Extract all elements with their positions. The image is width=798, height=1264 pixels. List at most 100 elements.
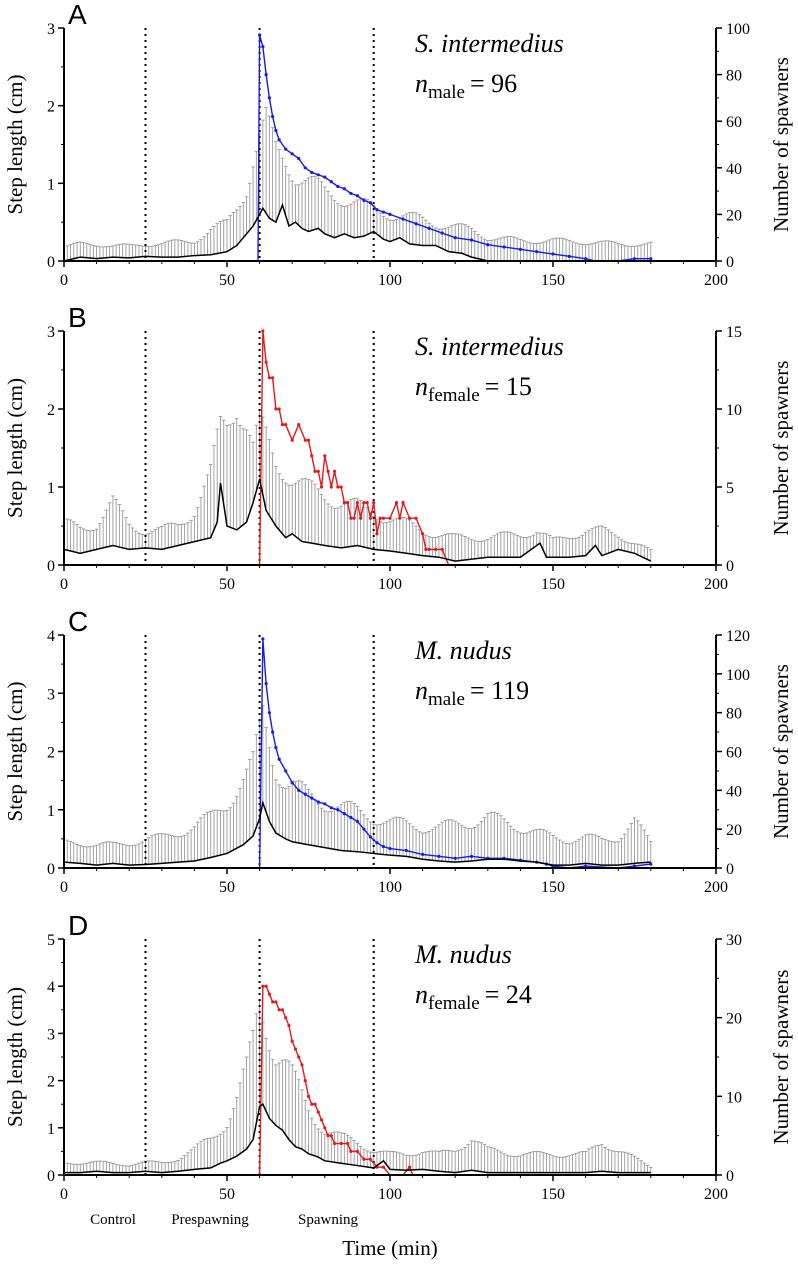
spawners-point bbox=[293, 1047, 298, 1051]
y-tick-label: 0 bbox=[47, 861, 55, 878]
n-symbol: n bbox=[415, 676, 428, 705]
n-subscript: female bbox=[428, 385, 480, 406]
x-tick-label: 150 bbox=[541, 879, 565, 896]
y-axis-title: Step length (cm) bbox=[3, 682, 27, 822]
spawners-point bbox=[388, 846, 392, 851]
spawners-point bbox=[274, 1000, 278, 1004]
y2-tick-label: 60 bbox=[726, 114, 742, 131]
spawners-point bbox=[329, 806, 333, 810]
spawners-point bbox=[297, 156, 301, 161]
n-value: = 15 bbox=[485, 372, 532, 401]
spawners-point bbox=[365, 501, 369, 505]
spawners-point bbox=[649, 862, 653, 866]
spawners-point bbox=[427, 226, 431, 230]
spawners-point bbox=[362, 198, 366, 203]
y-tick-label: 0 bbox=[47, 1168, 55, 1185]
spawners-point bbox=[267, 96, 271, 100]
spawners-point bbox=[381, 845, 386, 849]
y-tick-label: 0 bbox=[47, 254, 55, 271]
spawners-point bbox=[271, 730, 275, 734]
spawners-point bbox=[290, 1039, 294, 1043]
spawners-point bbox=[323, 1126, 327, 1130]
spawners-point bbox=[316, 1110, 320, 1114]
x-tick-label: 100 bbox=[378, 1186, 402, 1203]
spawners-point bbox=[284, 423, 288, 427]
n-label: nfemale = 24 bbox=[415, 980, 532, 1014]
spawners-point bbox=[355, 819, 359, 824]
spawners-point bbox=[290, 780, 294, 785]
spawners-point bbox=[437, 854, 441, 858]
spawners-point bbox=[404, 848, 408, 853]
x-tick-label: 200 bbox=[704, 272, 728, 289]
step-length-line bbox=[63, 478, 652, 562]
y2-tick-label: 20 bbox=[726, 1011, 742, 1028]
y2-axis-title: Number of spawners bbox=[769, 361, 793, 536]
x-tick-label: 100 bbox=[378, 576, 402, 593]
spawners-point bbox=[518, 247, 523, 251]
spawners-point bbox=[407, 516, 412, 520]
spawners-point bbox=[277, 757, 281, 761]
spawners-point bbox=[414, 222, 418, 226]
y-axis-title: Step length (cm) bbox=[3, 75, 27, 215]
y2-tick-label: 0 bbox=[726, 1168, 734, 1185]
spawners-point bbox=[342, 812, 346, 816]
spawners-point bbox=[453, 236, 457, 240]
spawners-point bbox=[398, 516, 402, 520]
spawners-point bbox=[368, 1157, 373, 1161]
spawners-point bbox=[274, 746, 278, 750]
n-subscript: female bbox=[428, 993, 480, 1014]
y-tick-label: 2 bbox=[47, 402, 55, 419]
phase-label: Control bbox=[90, 1212, 136, 1228]
phase-label: Prespawning bbox=[171, 1212, 249, 1228]
spawners-point bbox=[316, 173, 320, 177]
sd-error-bars bbox=[65, 705, 653, 866]
spawners-point bbox=[339, 1141, 343, 1146]
spawners-point bbox=[632, 257, 637, 261]
spawners-point bbox=[336, 184, 340, 189]
y-tick-label: 1 bbox=[47, 480, 55, 497]
y2-tick-label: 30 bbox=[726, 932, 742, 949]
y2-tick-label: 40 bbox=[726, 161, 742, 178]
spawners-point bbox=[375, 841, 379, 845]
panel-letter: A bbox=[68, 0, 87, 30]
y2-tick-label: 80 bbox=[726, 706, 742, 723]
spawners-point bbox=[323, 454, 327, 458]
y-tick-label: 1 bbox=[47, 176, 55, 193]
n-label: nmale = 119 bbox=[415, 676, 529, 710]
spawners-point bbox=[362, 827, 366, 831]
spawners-point bbox=[375, 208, 379, 212]
species-label: S. intermedius bbox=[415, 332, 564, 361]
spawners-point bbox=[421, 532, 425, 536]
y-tick-label: 1 bbox=[47, 1121, 55, 1138]
y-tick-label: 3 bbox=[47, 686, 55, 703]
spawners-point bbox=[310, 454, 314, 458]
x-tick-label: 50 bbox=[219, 1186, 235, 1203]
spawners-point bbox=[469, 238, 474, 242]
spawners-point bbox=[381, 516, 386, 520]
sd-error-bars bbox=[65, 1000, 653, 1173]
y2-tick-label: 80 bbox=[726, 68, 742, 85]
x-tick-label: 50 bbox=[219, 576, 235, 593]
spawners-point bbox=[264, 681, 268, 686]
spawners-point bbox=[300, 1063, 304, 1067]
n-value: = 24 bbox=[485, 980, 532, 1009]
species-label: M. nudus bbox=[414, 940, 512, 969]
step-length-line bbox=[64, 1103, 651, 1174]
spawners-point bbox=[323, 175, 327, 179]
spawners-point bbox=[421, 852, 425, 857]
spawners-point bbox=[261, 329, 265, 333]
x-tick-label: 150 bbox=[541, 272, 565, 289]
spawners-point bbox=[319, 1118, 324, 1122]
spawners-point bbox=[280, 1008, 285, 1012]
spawners-point bbox=[323, 802, 327, 806]
x-tick-label: 0 bbox=[60, 1186, 68, 1203]
spawners-point bbox=[378, 516, 382, 520]
y-tick-label: 4 bbox=[47, 628, 55, 645]
spawners-point bbox=[261, 45, 265, 49]
spawners-point bbox=[332, 1141, 337, 1146]
y-tick-label: 3 bbox=[47, 324, 55, 341]
spawners-point bbox=[261, 637, 265, 641]
spawners-point bbox=[368, 516, 373, 520]
